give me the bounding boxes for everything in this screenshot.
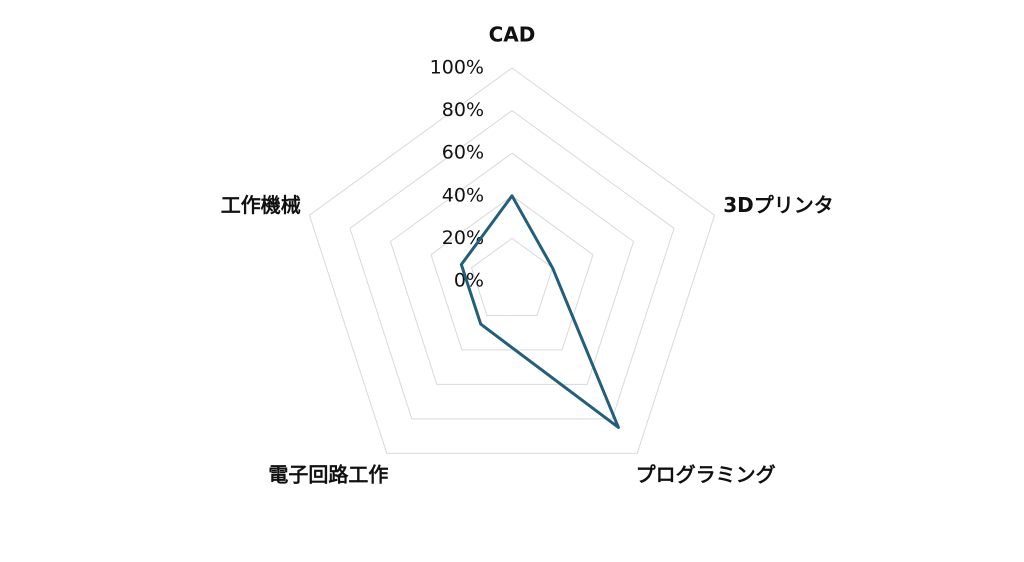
category-label: CAD bbox=[489, 23, 536, 47]
tick-label: 100% bbox=[430, 57, 484, 79]
category-label: 工作機械 bbox=[221, 193, 301, 217]
tick-label: 0% bbox=[454, 270, 484, 292]
tick-label: 80% bbox=[442, 99, 484, 121]
grid-ring bbox=[430, 195, 594, 351]
category-label: 3Dプリンタ bbox=[723, 193, 834, 217]
grid-ring bbox=[470, 237, 554, 316]
tick-label: 60% bbox=[442, 142, 484, 164]
tick-label: 40% bbox=[442, 184, 484, 206]
grid-ring bbox=[308, 67, 716, 454]
category-label: 電子回路工作 bbox=[268, 462, 388, 486]
tick-label: 20% bbox=[442, 227, 484, 249]
grid-ring bbox=[349, 109, 675, 420]
category-label: プログラミング bbox=[636, 462, 776, 486]
grid-ring bbox=[389, 152, 635, 385]
series-line bbox=[459, 194, 620, 429]
